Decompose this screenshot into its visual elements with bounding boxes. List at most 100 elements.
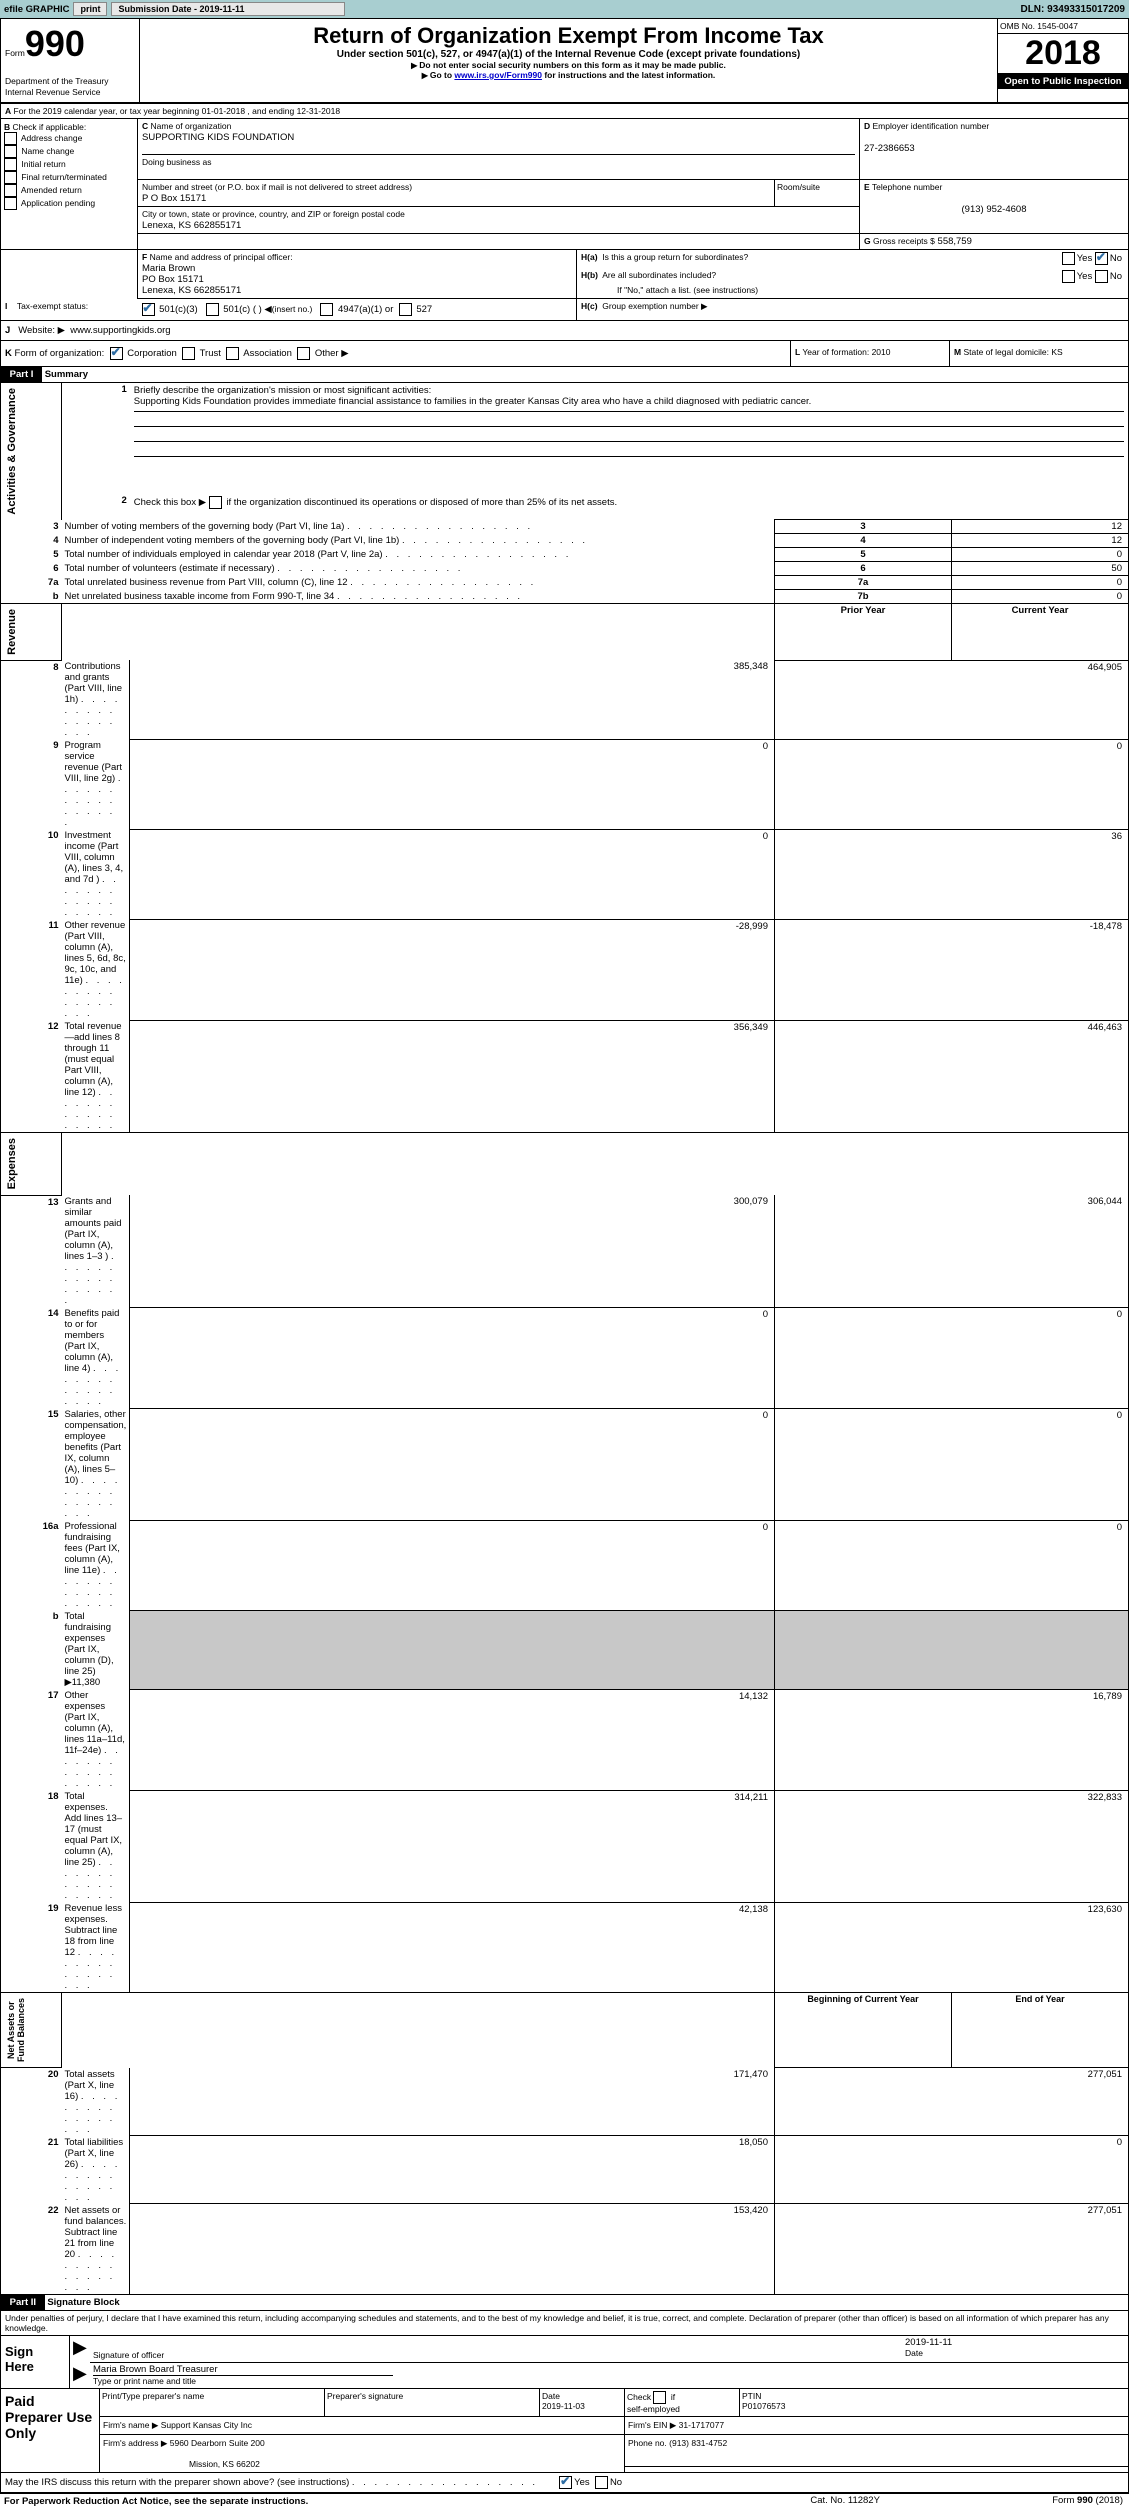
date-label: Date: [905, 2348, 923, 2358]
irs-link[interactable]: www.irs.gov/Form990: [454, 70, 542, 80]
cat-no: Cat. No. 11282Y: [754, 2494, 936, 2509]
k-l-m-block: K Form of organization: Corporation Trus…: [0, 341, 1129, 367]
part-i: Part I Summary Activities & Governance 1…: [0, 367, 1129, 2295]
side-revenue: Revenue: [4, 605, 20, 659]
sig-date: 2019-11-11: [905, 2337, 952, 2348]
efile-label: efile GRAPHIC: [4, 4, 69, 15]
firm-phone-label: Phone no.: [628, 2438, 667, 2448]
b-option: Address change: [4, 132, 134, 145]
form-subtitle: Under section 501(c), 527, or 4947(a)(1)…: [144, 49, 993, 60]
ptin: P01076573: [742, 2401, 786, 2411]
submission-date: Submission Date - 2019-11-11: [111, 2, 345, 16]
f-h-block: F Name and address of principal officer:…: [0, 250, 1129, 341]
ha-label: Is this a group return for subordinates?: [602, 252, 748, 262]
omb-number: OMB No. 1545-0047: [998, 19, 1128, 34]
b-check[interactable]: [4, 145, 17, 158]
l-label: Year of formation:: [802, 347, 869, 357]
street-value: P O Box 15171: [142, 193, 206, 204]
b-check[interactable]: [4, 171, 17, 184]
street-label: Number and street (or P.O. box if mail i…: [142, 182, 412, 192]
b-check[interactable]: [4, 184, 17, 197]
hb-note: If "No," attach a list. (see instruction…: [577, 285, 1129, 298]
sig-officer-label: Signature of officer: [93, 2350, 164, 2360]
form-title: Return of Organization Exempt From Incom…: [144, 23, 993, 49]
identity-block: A For the 2019 calendar year, or tax yea…: [0, 104, 1129, 250]
part-i-label: Part I: [1, 367, 42, 382]
c-name-label: Name of organization: [151, 121, 232, 131]
i-501c3-check[interactable]: [142, 303, 155, 316]
prep-name-label: Print/Type preparer's name: [100, 2389, 325, 2417]
b-check[interactable]: [4, 132, 17, 145]
k-corp-check[interactable]: [110, 347, 123, 360]
goto-arrow-icon: [422, 70, 430, 80]
footer: For Paperwork Reduction Act Notice, see …: [0, 2494, 1129, 2509]
prep-date-label: Date: [542, 2391, 560, 2401]
year-formation: 2010: [872, 347, 891, 357]
boy-hdr: Beginning of Current Year: [775, 1993, 952, 2068]
discuss-label: May the IRS discuss this return with the…: [5, 2477, 349, 2488]
k-trust-check[interactable]: [182, 347, 195, 360]
b-check[interactable]: [4, 197, 17, 210]
k-assoc-check[interactable]: [226, 347, 239, 360]
b-option: Final return/terminated: [4, 171, 134, 184]
org-name: SUPPORTING KIDS FOUNDATION: [142, 132, 294, 143]
room-suite-label: Room/suite: [775, 180, 860, 207]
line-a: For the 2019 calendar year, or tax year …: [14, 106, 341, 116]
form-page: Form 990 (2018): [936, 2494, 1129, 2509]
city-value: Lenexa, KS 662855171: [142, 220, 241, 231]
k-label: Form of organization:: [15, 348, 105, 359]
hb-no-check[interactable]: [1095, 270, 1108, 283]
city-label: City or town, state or province, country…: [142, 209, 405, 219]
side-netassets: Net Assets orFund Balances: [4, 1994, 28, 2066]
officer-addr1: PO Box 15171: [142, 274, 204, 285]
form-990: 990: [25, 23, 85, 64]
discuss-no[interactable]: [595, 2476, 608, 2489]
officer-nametitle: Maria Brown Board Treasurer: [93, 2364, 393, 2376]
phone: (913) 952-4608: [864, 204, 1124, 215]
firm-phone: (913) 831-4752: [669, 2438, 727, 2448]
b-checkboxes: Address change Name change Initial retur…: [4, 132, 134, 210]
i-527-check[interactable]: [399, 303, 412, 316]
prep-date: 2019-11-03: [542, 2401, 585, 2411]
f-label: Name and address of principal officer:: [150, 252, 293, 262]
website: www.supportingkids.org: [70, 325, 170, 336]
dept-treasury: Department of the Treasury: [5, 76, 108, 86]
prior-year-hdr: Prior Year: [775, 604, 952, 661]
l1-label: Briefly describe the organization's miss…: [134, 385, 432, 396]
i-4947-check[interactable]: [320, 303, 333, 316]
ha-yes-check[interactable]: [1062, 252, 1075, 265]
irs-label: Internal Revenue Service: [5, 87, 100, 97]
paid-preparer: Paid Preparer Use Only Print/Type prepar…: [0, 2389, 1129, 2494]
discuss-yes[interactable]: [559, 2476, 572, 2489]
hc-label: Group exemption number ▶: [602, 301, 707, 311]
k-other-check[interactable]: [297, 347, 310, 360]
efile-header: efile GRAPHIC print Submission Date - 20…: [0, 0, 1129, 18]
j-label: Website: ▶: [18, 325, 65, 336]
domicile: KS: [1051, 347, 1062, 357]
dln: DLN: 93493315017209: [1020, 4, 1125, 15]
b-label: Check if applicable:: [13, 122, 87, 132]
gross-receipts: 558,759: [938, 236, 972, 247]
l2-check[interactable]: [209, 496, 222, 509]
print-button[interactable]: print: [73, 2, 107, 16]
firm-name: Support Kansas City Inc: [161, 2420, 252, 2430]
ha-no-check[interactable]: [1095, 252, 1108, 265]
ssn-warning: Do not enter social security numbers on …: [144, 60, 993, 70]
mission-text: Supporting Kids Foundation provides imme…: [134, 396, 812, 407]
i-501c-check[interactable]: [206, 303, 219, 316]
firm-name-label: Firm's name ▶: [103, 2420, 158, 2430]
type-name-label: Type or print name and title: [93, 2376, 196, 2386]
hb-yes-check[interactable]: [1062, 270, 1075, 283]
officer-addr2: Lenexa, KS 662855171: [142, 285, 241, 296]
firm-addr2: Mission, KS 66202: [103, 2459, 260, 2469]
b-check[interactable]: [4, 158, 17, 171]
eoy-hdr: End of Year: [952, 1993, 1129, 2068]
form-header-table: Form990 Department of the Treasury Inter…: [0, 18, 1129, 104]
firm-ein: 31-1717077: [679, 2420, 724, 2430]
side-activities: Activities & Governance: [4, 384, 20, 519]
self-emp-check[interactable]: [653, 2391, 666, 2404]
hb-label: Are all subordinates included?: [602, 270, 716, 280]
tax-year: 2018: [998, 34, 1128, 74]
m-label: State of legal domicile:: [963, 347, 1049, 357]
prep-sig-label: Preparer's signature: [325, 2389, 540, 2417]
